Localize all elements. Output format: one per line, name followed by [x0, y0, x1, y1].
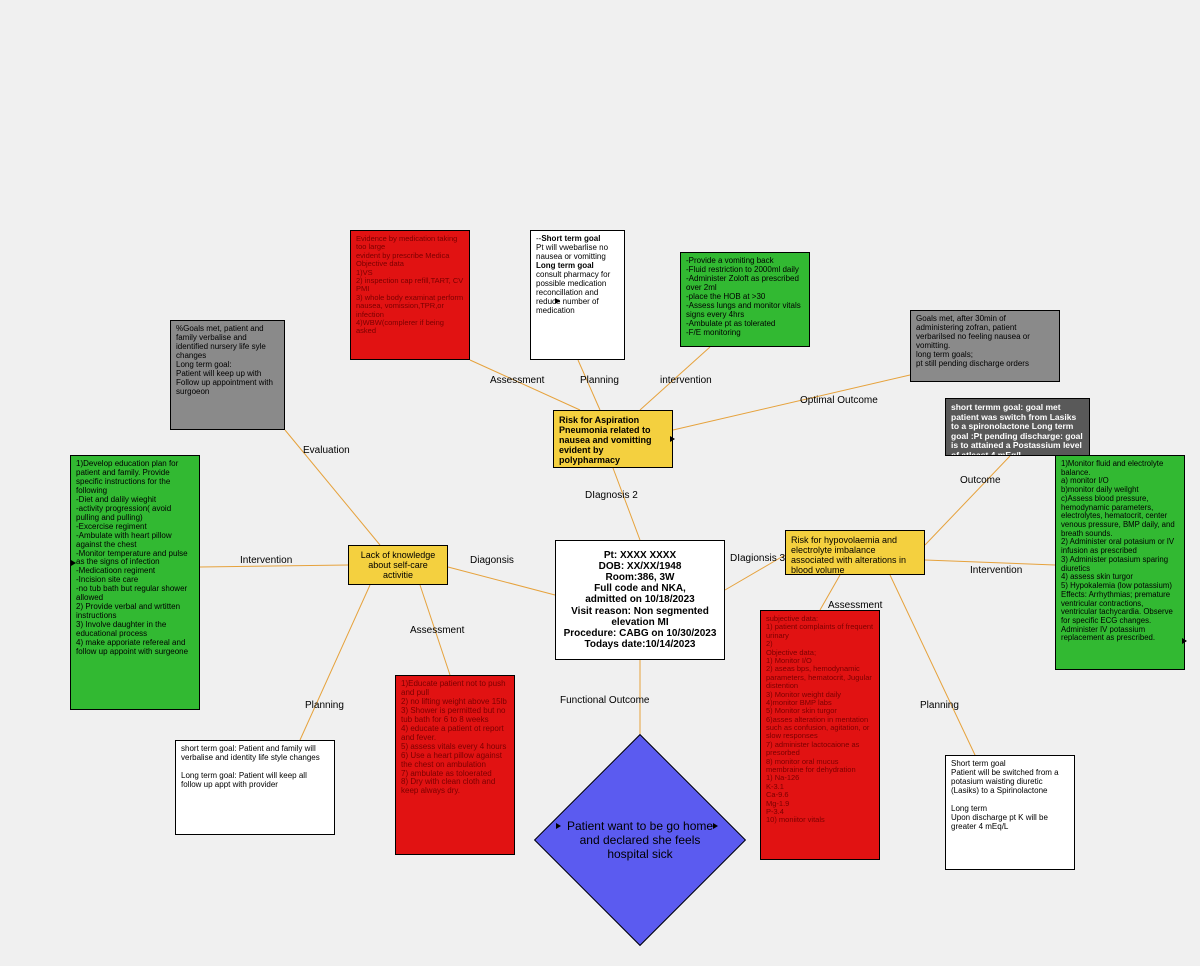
edge-label: Planning [305, 700, 344, 711]
d3-planning: Short term goalPatient will be switched … [945, 755, 1075, 870]
edge-label: Assessment [490, 375, 544, 386]
d3-outcome: short termm goal: goal met patient was s… [945, 398, 1090, 456]
tick-icon [713, 823, 718, 829]
edge-label: intervention [660, 375, 712, 386]
edge-label: DIagnosis 2 [585, 490, 638, 501]
d2-outcome: Goals met, after 30min of administering … [910, 310, 1060, 382]
diagnosis-3: Risk for hypovolaemia and electrolyte im… [785, 530, 925, 575]
edge-label: Evaluation [303, 445, 350, 456]
edge-label: Assessment [828, 600, 882, 611]
edge-label: Optimal Outcome [800, 395, 878, 406]
edge-label: DIagionsis 3 [730, 553, 785, 564]
edge-label: Assessment [410, 625, 464, 636]
edge-label: Functional Outcome [560, 695, 650, 706]
d3-intervention: 1)Monitor fluid and electrolyte balance.… [1055, 455, 1185, 670]
edge-label: Outcome [960, 475, 1001, 486]
functional-outcome-text: Patient want to be go home and declared … [566, 819, 714, 861]
d3-assessment: subjective data:1) patient complaints of… [760, 610, 880, 860]
edge-label: Planning [920, 700, 959, 711]
d1-assessment: 1)Educate patient not to push and pull2)… [395, 675, 515, 855]
d1-planning: short term goal: Patient and family will… [175, 740, 335, 835]
functional-outcome: Patient want to be go home and declared … [534, 734, 746, 946]
edge-label: Intervention [240, 555, 292, 566]
d2-assessment: Evidence by medication taking too largee… [350, 230, 470, 360]
patient-info: Pt: XXXX XXXXDOB: XX/XX/1948Room:386, 3W… [555, 540, 725, 660]
edge-label: Intervention [970, 565, 1022, 576]
tick-icon [556, 823, 561, 829]
d1-intervention: 1)Develop education plan for patient and… [70, 455, 200, 710]
d1-evaluation: %Goals met, patient and family verbalise… [170, 320, 285, 430]
edge-label: Planning [580, 375, 619, 386]
tick-icon [71, 560, 76, 566]
d2-intervention: -Provide a vomiting back-Fluid restricti… [680, 252, 810, 347]
tick-icon [1182, 638, 1187, 644]
edge-label: Diagonsis [470, 555, 514, 566]
d2-planning: --Short term goalPt will vwebarlise no n… [530, 230, 625, 360]
diagnosis-1: Lack of knowledge about self-care activi… [348, 545, 448, 585]
tick-icon [670, 436, 675, 442]
tick-icon [555, 298, 560, 304]
diagnosis-2: Risk for Aspiration Pneumonia related to… [553, 410, 673, 468]
